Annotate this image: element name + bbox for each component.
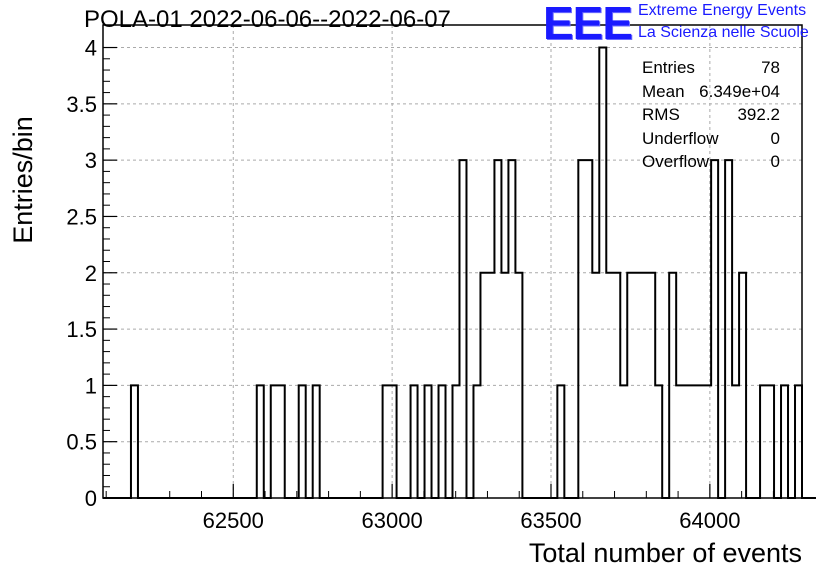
stat-row-mean: Mean 6.349e+04	[642, 82, 780, 106]
y-tick-label: 1.5	[66, 317, 97, 342]
eee-logo-mark: EEE	[543, 0, 633, 49]
histogram-outline	[103, 46, 816, 499]
stats-box: Entries 78 Mean 6.349e+04 RMS 392.2 Unde…	[642, 58, 780, 176]
x-tick-label: 63500	[520, 508, 581, 533]
y-tick-label: 2.5	[66, 204, 97, 229]
x-tick-labels: 62500 63000 63500 64000	[203, 508, 741, 533]
y-tick-label: 2	[85, 261, 97, 286]
stat-label: RMS	[642, 105, 680, 124]
chart-title: POLA-01 2022-06-06--2022-06-07	[84, 6, 451, 33]
y-tick-label: 3.5	[66, 92, 97, 117]
y-tick-label: 3	[85, 148, 97, 173]
stat-value: 78	[761, 58, 780, 77]
logo-line-1: Extreme Energy Events	[638, 2, 807, 19]
stat-label: Entries	[642, 58, 695, 77]
y-tick-label: 1	[85, 373, 97, 398]
x-tick-label: 62500	[203, 508, 264, 533]
stat-label: Overflow	[642, 152, 710, 171]
stat-row-rms: RMS 392.2	[642, 105, 780, 129]
stat-label: Mean	[642, 81, 685, 101]
stat-value: 0	[770, 128, 780, 148]
stat-value: 0	[770, 152, 780, 171]
x-tick-label: 64000	[679, 508, 740, 533]
logo-line-2: La Scienza nelle Scuole	[638, 24, 809, 41]
stat-row-overflow: Overflow 0	[642, 152, 780, 176]
x-axis-label: Total number of events	[529, 538, 802, 568]
y-tick-label: 0	[85, 486, 97, 511]
x-tick-label: 63000	[362, 508, 423, 533]
stat-row-entries: Entries 78	[642, 58, 780, 82]
stat-value: 392.2	[737, 105, 780, 124]
y-tick-label: 0.5	[66, 430, 97, 455]
stat-row-underflow: Underflow 0	[642, 129, 780, 153]
y-tick-label: 4	[85, 36, 97, 61]
stat-value: 6.349e+04	[699, 81, 780, 101]
stat-label: Underflow	[642, 128, 719, 148]
y-tick-labels: 0 0.5 1 1.5 2 2.5 3 3.5 4	[66, 36, 97, 511]
y-axis-label: Entries/bin	[8, 116, 38, 244]
